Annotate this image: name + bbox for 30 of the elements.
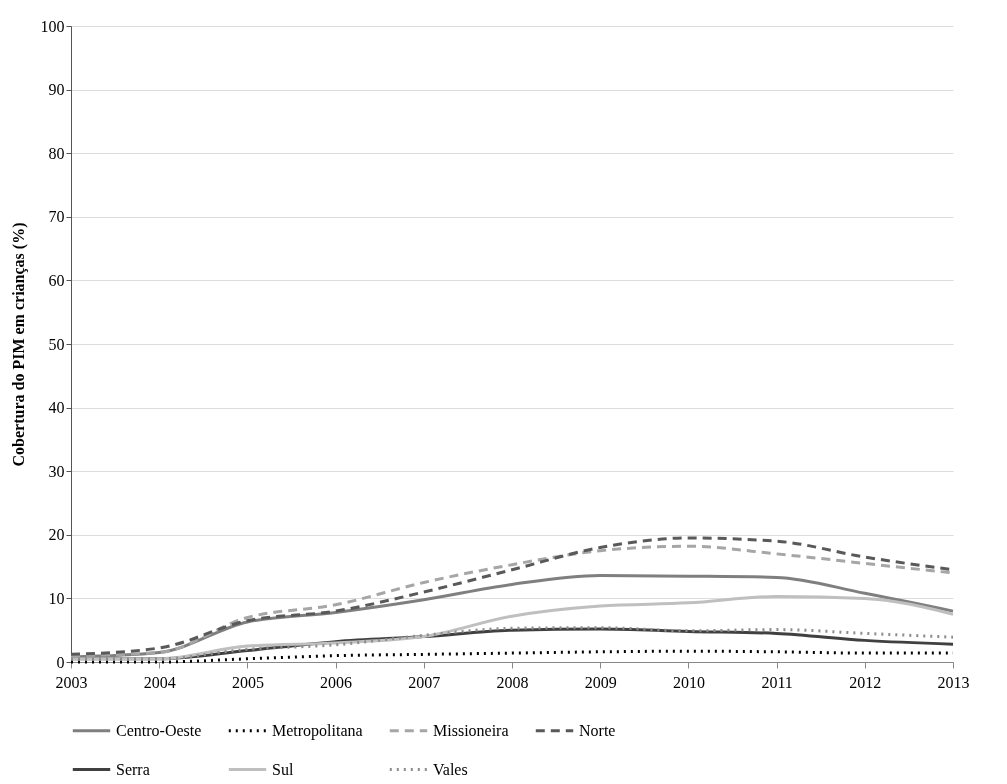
legend-label: Serra (116, 760, 150, 778)
legend-label: Norte (579, 721, 616, 739)
y-tick-label: 80 (48, 144, 65, 162)
x-tick-label: 2012 (849, 673, 882, 691)
x-tick-label: 2013 (937, 673, 970, 691)
y-tick-label: 50 (48, 335, 65, 353)
legend-label: Missioneira (433, 721, 509, 739)
x-tick-label: 2006 (320, 673, 353, 691)
y-tick-label: 30 (48, 462, 65, 480)
x-tick-label: 2009 (584, 673, 617, 691)
x-tick-label: 2004 (143, 673, 176, 691)
y-tick-label: 40 (48, 399, 65, 417)
legend-label: Centro-Oeste (116, 721, 202, 739)
y-tick-label: 90 (48, 81, 65, 99)
y-tick-label: 0 (56, 653, 65, 671)
y-tick-label: 10 (48, 589, 65, 607)
y-tick-label: 100 (40, 17, 65, 35)
y-axis-title: Cobertura do PIM em crianças (%) (9, 222, 28, 467)
x-tick-label: 2008 (496, 673, 529, 691)
x-tick-label: 2010 (672, 673, 705, 691)
legend-label: Sul (272, 760, 294, 778)
y-tick-label: 70 (48, 208, 65, 226)
x-tick-label: 2005 (231, 673, 264, 691)
x-tick-label: 2007 (408, 673, 441, 691)
legend-label: Metropolitana (272, 721, 363, 740)
x-tick-label: 2011 (761, 673, 793, 691)
x-tick-label: 2003 (55, 673, 88, 691)
y-tick-label: 20 (48, 526, 65, 544)
legend-label: Vales (433, 760, 468, 778)
y-tick-label: 60 (48, 271, 65, 289)
